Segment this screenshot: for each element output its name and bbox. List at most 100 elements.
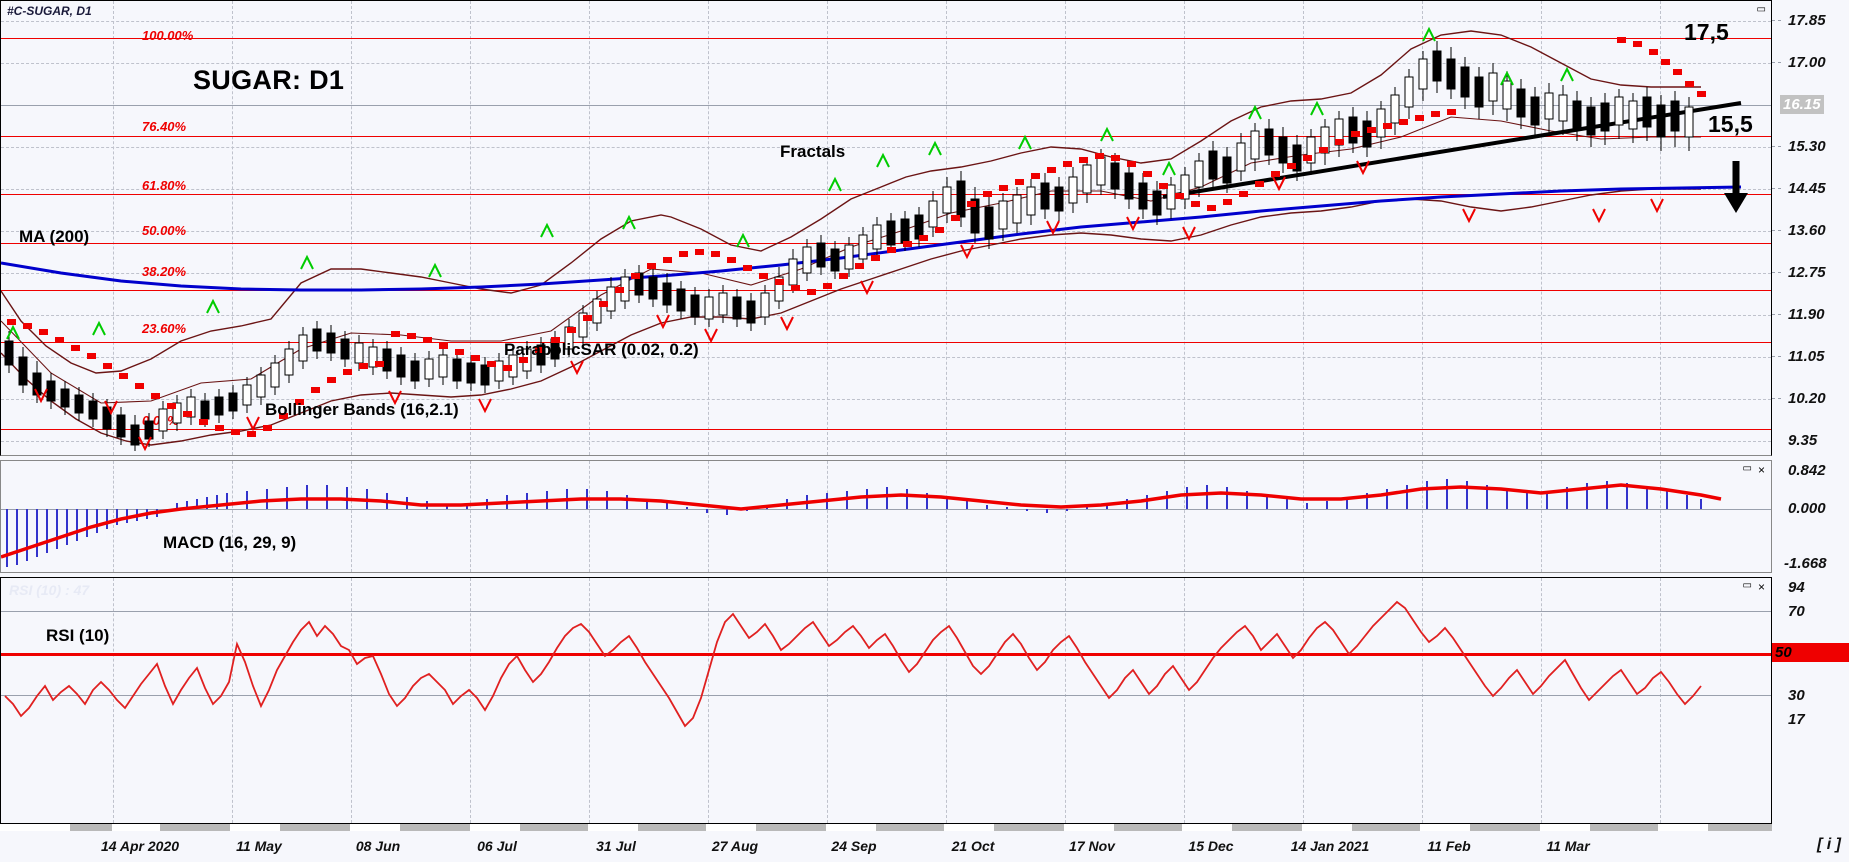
price-axis[interactable]: 17.85 17.00 16.15 15.30 14.45 13.60 12.7… bbox=[1772, 0, 1849, 456]
gridline-h-current bbox=[1, 105, 1771, 106]
time-tick-label: 08 Jun bbox=[355, 838, 401, 854]
gridline-h bbox=[1, 231, 1771, 232]
time-tick-label: 11 Mar bbox=[1546, 838, 1590, 854]
current-price-badge: 16.15 bbox=[1780, 95, 1824, 114]
time-scrollbar[interactable] bbox=[0, 824, 1772, 831]
price-tick-label: 13.60 bbox=[1788, 222, 1826, 239]
gridline-v bbox=[1303, 578, 1304, 823]
fib-line-50 bbox=[1, 243, 1771, 244]
gridline-v bbox=[946, 578, 947, 823]
macd-panel[interactable]: MACD (16, 29, 9) ▭ × bbox=[0, 460, 1772, 573]
gridline-h bbox=[1, 399, 1771, 400]
time-tick-label: 17 Nov bbox=[1069, 838, 1115, 854]
rsi-watermark: RSI (10) : 47 bbox=[9, 582, 90, 598]
gridline-v bbox=[827, 461, 828, 572]
forecast-arrow bbox=[1724, 161, 1748, 213]
gridline-v bbox=[589, 578, 590, 823]
axis-tick bbox=[1772, 398, 1781, 399]
macd-graphic bbox=[1, 479, 1722, 567]
price-tick-label: 11.90 bbox=[1788, 306, 1825, 323]
macd-tick-label: 0.000 bbox=[1788, 500, 1826, 517]
gridline-h bbox=[1, 357, 1771, 358]
gridline-v bbox=[708, 461, 709, 572]
fib-line-618 bbox=[1, 194, 1771, 195]
gridline-v bbox=[708, 1, 709, 455]
gridline-h bbox=[1, 441, 1771, 442]
info-button[interactable]: [ i ] bbox=[1817, 836, 1841, 853]
time-tick-label: 31 Jul bbox=[596, 838, 636, 854]
fib-label-236: 23.60% bbox=[142, 321, 187, 336]
axis-tick bbox=[1772, 62, 1781, 63]
fractals-label: Fractals bbox=[780, 142, 846, 161]
rsi-panel[interactable]: RSI (10) : 47 RSI (10) ▭ × bbox=[0, 577, 1772, 824]
fib-label-764: 76.40% bbox=[142, 119, 187, 134]
target-low-label: 15,5 bbox=[1708, 111, 1753, 137]
gridline-v bbox=[113, 461, 114, 572]
gridline-v bbox=[946, 461, 947, 572]
price-panel-minimize-icon[interactable]: ▭ bbox=[1756, 4, 1767, 15]
axis-tick bbox=[1772, 146, 1781, 147]
macd-close-icon[interactable]: × bbox=[1757, 463, 1766, 477]
fib-line-764 bbox=[1, 136, 1771, 137]
gridline-v bbox=[1541, 578, 1542, 823]
psar-label: ParabolicSAR (0.02, 0.2) bbox=[504, 340, 699, 359]
gridline-v bbox=[1184, 461, 1185, 572]
axis-tick bbox=[1772, 230, 1781, 231]
gridline-v bbox=[351, 461, 352, 572]
price-chart-panel[interactable]: #C-SUGAR, D1 ▭ bbox=[0, 0, 1772, 456]
macd-tick-label: 0.842 bbox=[1788, 462, 1826, 479]
time-tick-label: 14 Apr 2020 bbox=[100, 838, 180, 854]
price-tick-label: 11.05 bbox=[1788, 348, 1825, 365]
price-tick-label: 12.75 bbox=[1788, 264, 1826, 281]
time-tick-label: 15 Dec bbox=[1188, 838, 1234, 854]
rsi-level-70 bbox=[1, 611, 1771, 612]
rsi-tick-label: 17 bbox=[1788, 711, 1805, 728]
fib-line-0 bbox=[1, 429, 1771, 430]
time-axis[interactable]: 14 Apr 2020 11 May 08 Jun 06 Jul 31 Jul … bbox=[0, 824, 1849, 862]
gridline-v bbox=[589, 461, 590, 572]
fib-line-236 bbox=[1, 342, 1771, 343]
macd-zero-line bbox=[1, 509, 1771, 510]
rsi-minimize-icon[interactable]: ▭ bbox=[1742, 580, 1753, 591]
gridline-v bbox=[1660, 461, 1661, 572]
gridline-h bbox=[1, 21, 1771, 22]
gridline-v bbox=[1660, 578, 1661, 823]
gridline-v bbox=[708, 578, 709, 823]
price-tick-label: 14.45 bbox=[1788, 180, 1826, 197]
time-tick-label: 27 Aug bbox=[711, 838, 759, 854]
rsi-close-icon[interactable]: × bbox=[1757, 580, 1766, 594]
rsi-axis[interactable]: 94 70 50 30 17 bbox=[1772, 577, 1849, 824]
gridline-h bbox=[1, 63, 1771, 64]
rsi-tick-label: 30 bbox=[1788, 687, 1805, 704]
price-tick-label: 17.00 bbox=[1788, 54, 1826, 71]
gridline-v bbox=[589, 1, 590, 455]
fib-label-382: 38.20% bbox=[142, 264, 187, 279]
fib-label-50: 50.00% bbox=[142, 223, 187, 238]
macd-minimize-icon[interactable]: ▭ bbox=[1742, 463, 1753, 474]
rsi-graphic bbox=[4, 600, 1702, 728]
gridline-v bbox=[1065, 461, 1066, 572]
gridline-v bbox=[1303, 1, 1304, 455]
fib-label-618: 61.80% bbox=[142, 178, 187, 193]
axis-tick bbox=[1772, 272, 1781, 273]
gridline-v bbox=[827, 578, 828, 823]
axis-tick bbox=[1772, 188, 1781, 189]
macd-tick-label: -1.668 bbox=[1784, 555, 1827, 572]
rsi-current-badge: 50 bbox=[1772, 643, 1849, 662]
gridline-v bbox=[1422, 1, 1423, 455]
gridline-v bbox=[1541, 461, 1542, 572]
page-title: SUGAR: D1 bbox=[193, 65, 345, 95]
macd-axis[interactable]: 0.842 0.000 -1.668 bbox=[1772, 460, 1849, 573]
price-tick-label: 9.35 bbox=[1788, 432, 1818, 449]
ma-label: MA (200) bbox=[19, 227, 90, 246]
gridline-v bbox=[113, 1, 114, 455]
gridline-v bbox=[1660, 1, 1661, 455]
time-tick-label: 11 May bbox=[236, 838, 282, 854]
gridline-h bbox=[1, 147, 1771, 148]
fib-line-382 bbox=[1, 290, 1771, 291]
axis-tick bbox=[1772, 20, 1781, 21]
axis-tick bbox=[1772, 314, 1781, 315]
gridline-v bbox=[1541, 1, 1542, 455]
rsi-level-50 bbox=[1, 653, 1771, 656]
